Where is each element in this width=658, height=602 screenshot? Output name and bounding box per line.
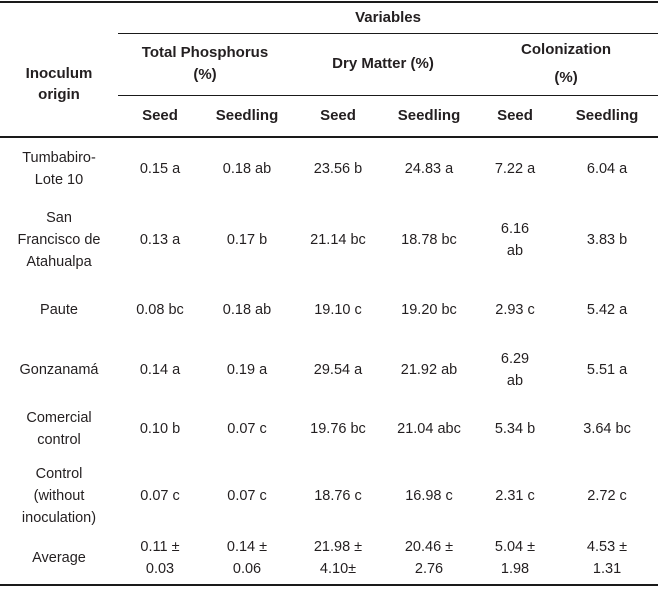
inoculum-variables-table: Inoculum origin Variables Total Phosphor… (0, 1, 658, 586)
table-row: Comercial control 0.10 b 0.07 c 19.76 bc… (0, 400, 658, 460)
table-cell: 6.16 ab (500, 221, 530, 259)
subheader-dm-seedling: Seedling (397, 106, 461, 124)
row-label: Average (32, 550, 86, 567)
table-cell: 24.83 a (404, 161, 454, 178)
table-cell: 2.93 c (495, 302, 535, 319)
table-cell: 0.13 a (139, 232, 181, 249)
table-cell: 3.83 b (586, 232, 628, 249)
table-cell: 0.07 c (227, 421, 267, 438)
table-body: Tumbabiro- Lote 10 0.15 a 0.18 ab 23.56 … (0, 137, 658, 585)
table-cell: 21.98 ± 4.10± (313, 539, 363, 577)
row-label: Tumbabiro- Lote 10 (22, 150, 96, 188)
table-cell: 19.76 bc (310, 421, 366, 438)
header-row-subheaders: Seed Seedling Seed Seedling Seed Seedlin… (0, 95, 658, 137)
variables-header: Variables (118, 2, 658, 34)
table-cell: 16.98 c (405, 488, 453, 505)
subheader-tp-seed: Seed (142, 106, 178, 124)
table-cell: 0.17 b (226, 232, 268, 249)
table-cell: 5.34 b (494, 421, 536, 438)
group-header-dry-matter: Dry Matter (%) (292, 33, 474, 96)
table-cell: 0.08 bc (136, 302, 184, 319)
table-cell: 18.76 c (314, 488, 362, 505)
table-cell: 0.19 a (226, 362, 268, 379)
table-cell: 0.11 ± 0.03 (140, 539, 180, 577)
table-cell: 19.20 bc (401, 302, 457, 319)
row-label: Control (without inoculation) (21, 466, 97, 526)
table-cell: 23.56 b (313, 161, 363, 178)
table-row: Average 0.11 ± 0.03 0.14 ± 0.06 21.98 ± … (0, 534, 658, 585)
table-cell: 0.14 a (139, 362, 181, 379)
subheader-tp-seedling: Seedling (215, 106, 279, 124)
header-row-groups: Total Phosphorus (%) Dry Matter (%) Colo… (0, 33, 658, 96)
row-label: Gonzanamá (19, 362, 99, 379)
table-cell: 21.92 ab (400, 362, 458, 379)
table-cell: 4.53 ± 1.31 (586, 539, 628, 577)
table-cell: 5.42 a (586, 302, 628, 319)
subheader-dm-seed: Seed (320, 106, 356, 124)
table-header: Inoculum origin Variables Total Phosphor… (0, 2, 658, 137)
table-cell: 18.78 bc (401, 232, 457, 249)
row-label: Paute (40, 302, 78, 319)
subheader-col-seedling: Seedling (575, 106, 639, 124)
table-cell: 0.14 ± 0.06 (226, 539, 268, 577)
table-cell: 0.18 ab (222, 161, 272, 178)
table-cell: 21.04 abc (397, 421, 461, 438)
table-row: Tumbabiro- Lote 10 0.15 a 0.18 ab 23.56 … (0, 137, 658, 202)
table-cell: 0.15 a (139, 161, 181, 178)
table-row: San Francisco de Atahualpa 0.13 a 0.17 b… (0, 202, 658, 280)
table-cell: 7.22 a (494, 161, 536, 178)
header-row-variables: Inoculum origin Variables (0, 2, 658, 103)
table-cell: 0.07 c (227, 488, 267, 505)
table-cell: 6.29 ab (500, 351, 530, 389)
table-cell: 6.04 a (586, 161, 628, 178)
table-cell: 5.04 ± 1.98 (494, 539, 536, 577)
table-cell: 2.72 c (587, 488, 627, 505)
table-cell: 2.31 c (495, 488, 535, 505)
table-row: Gonzanamá 0.14 a 0.19 a 29.54 a 21.92 ab… (0, 342, 658, 400)
group-header-total-phosphorus: Total Phosphorus (%) (118, 33, 292, 96)
table-cell: 0.10 b (139, 421, 181, 438)
row-label: San Francisco de Atahualpa (17, 210, 101, 270)
table-cell: 20.46 ± 2.76 (404, 539, 454, 577)
subheader-col-seed: Seed (497, 106, 533, 124)
table-cell: 21.14 bc (310, 232, 366, 249)
row-label: Comercial control (26, 410, 92, 448)
table-cell: 3.64 bc (583, 421, 631, 438)
group-header-colonization: Colonization (%) (474, 33, 658, 96)
table-cell: 5.51 a (586, 362, 628, 379)
table-cell: 0.18 ab (222, 302, 272, 319)
table-cell: 19.10 c (314, 302, 362, 319)
table-cell: 0.07 c (140, 488, 180, 505)
table-row: Paute 0.08 bc 0.18 ab 19.10 c 19.20 bc 2… (0, 280, 658, 342)
table-cell: 29.54 a (313, 362, 363, 379)
corner-header-inoculum-origin: Inoculum origin (25, 64, 93, 103)
table-row: Control (without inoculation) 0.07 c 0.0… (0, 460, 658, 534)
